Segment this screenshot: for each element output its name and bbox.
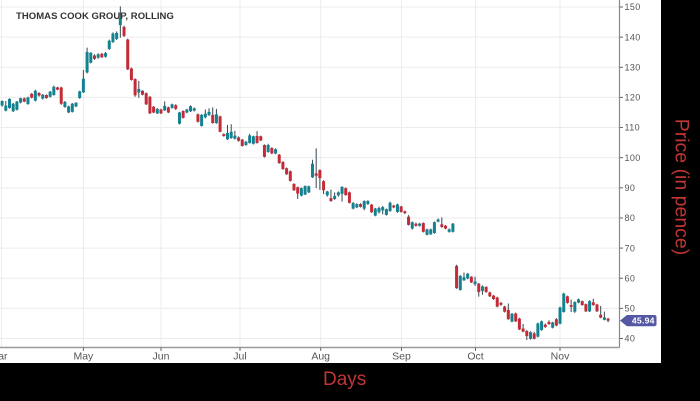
svg-text:45.94: 45.94 <box>632 316 655 326</box>
svg-text:120: 120 <box>625 93 641 103</box>
svg-text:THOMAS COOK GROUP, ROLLING: THOMAS COOK GROUP, ROLLING <box>16 11 174 22</box>
svg-text:150: 150 <box>625 2 641 12</box>
svg-text:May: May <box>73 351 94 363</box>
svg-text:Mar: Mar <box>0 351 8 363</box>
svg-text:Jun: Jun <box>153 351 170 363</box>
svg-text:60: 60 <box>625 273 636 283</box>
svg-text:80: 80 <box>625 213 636 223</box>
svg-text:Nov: Nov <box>551 351 570 363</box>
svg-text:50: 50 <box>625 304 636 314</box>
svg-text:110: 110 <box>625 123 641 133</box>
svg-text:40: 40 <box>625 334 636 344</box>
svg-text:70: 70 <box>625 243 636 253</box>
svg-text:Sep: Sep <box>392 351 411 363</box>
svg-text:Aug: Aug <box>311 351 330 363</box>
svg-text:140: 140 <box>625 32 641 42</box>
svg-text:100: 100 <box>625 153 641 163</box>
svg-text:Jul: Jul <box>233 351 246 363</box>
svg-text:130: 130 <box>625 62 641 72</box>
svg-text:Oct: Oct <box>467 351 483 363</box>
svg-text:90: 90 <box>625 183 636 193</box>
